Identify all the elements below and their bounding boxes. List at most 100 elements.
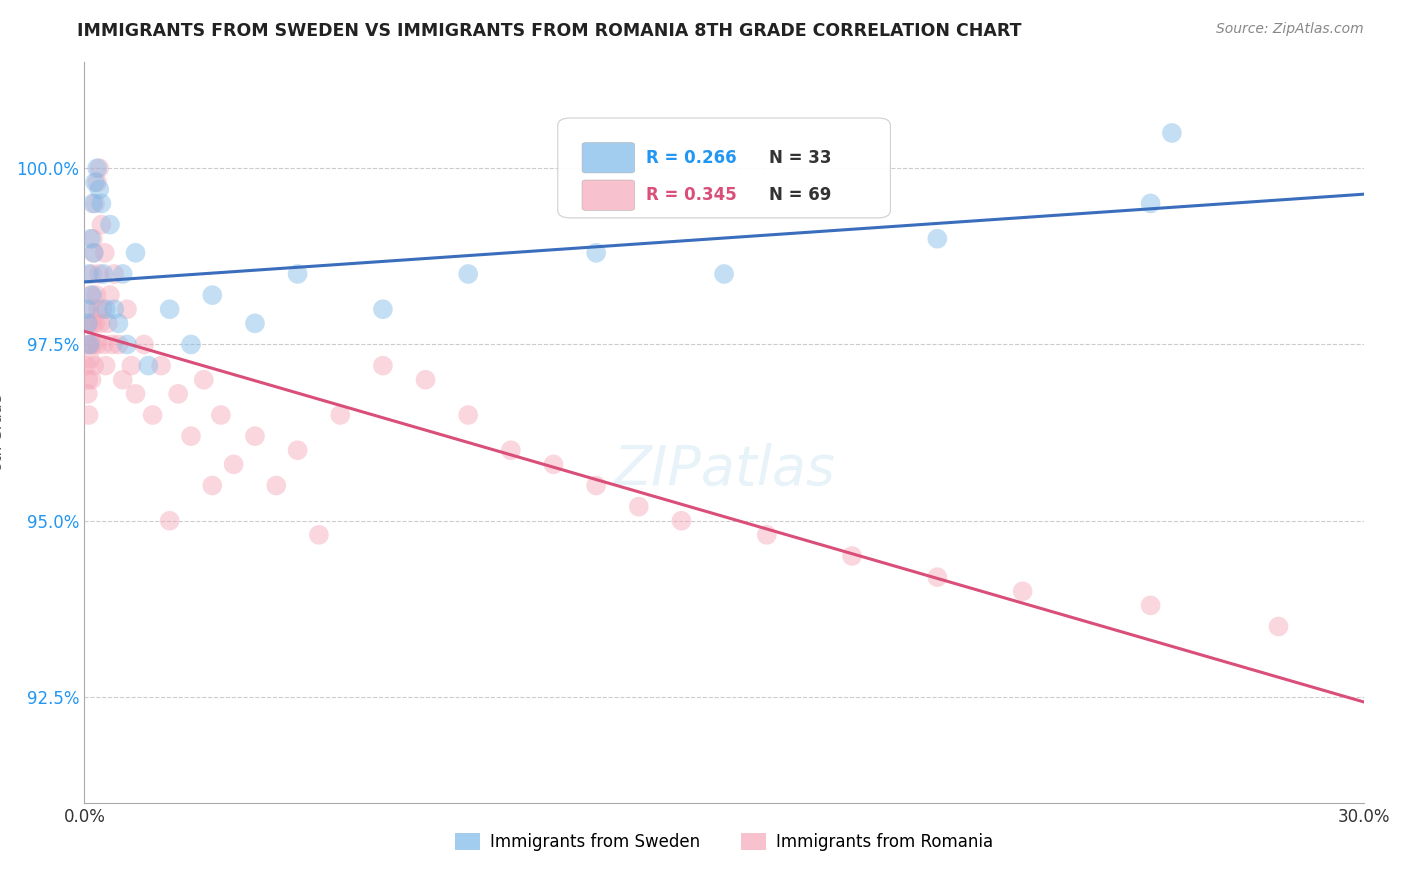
Point — [84, 196, 107, 211]
Point — [457, 267, 479, 281]
Point — [83, 245, 105, 260]
Point — [107, 316, 129, 330]
Point — [132, 337, 155, 351]
Text: Source: ZipAtlas.com: Source: ZipAtlas.com — [1216, 22, 1364, 37]
Point — [585, 478, 607, 492]
Point — [76, 359, 98, 373]
Point — [142, 408, 165, 422]
Point — [1011, 584, 1033, 599]
Point — [124, 387, 146, 401]
Point — [91, 302, 114, 317]
Point — [264, 478, 288, 492]
Point — [79, 302, 101, 317]
Text: R = 0.266: R = 0.266 — [645, 149, 737, 167]
Point — [150, 359, 173, 373]
Point — [1267, 619, 1289, 633]
Point — [76, 337, 98, 351]
FancyBboxPatch shape — [558, 118, 890, 218]
Point — [222, 458, 245, 472]
Point — [80, 267, 103, 281]
Point — [713, 267, 735, 281]
Point — [82, 337, 104, 351]
Point — [111, 267, 134, 281]
Point — [103, 267, 125, 281]
Point — [93, 267, 115, 281]
Point — [80, 288, 103, 302]
Point — [79, 351, 101, 366]
Point — [115, 337, 138, 351]
Point — [841, 549, 863, 563]
Point — [927, 232, 949, 246]
Point — [111, 373, 134, 387]
Point — [201, 478, 224, 492]
Point — [76, 316, 98, 330]
Point — [80, 316, 103, 330]
Point — [329, 408, 352, 422]
FancyBboxPatch shape — [582, 143, 634, 173]
Point — [94, 302, 117, 317]
Point — [86, 161, 108, 176]
Point — [89, 182, 111, 196]
Point — [80, 373, 103, 387]
Point — [86, 175, 108, 189]
Point — [77, 316, 100, 330]
Point — [927, 570, 949, 584]
Point — [180, 429, 202, 443]
Point — [159, 514, 181, 528]
Point — [499, 443, 522, 458]
Point — [201, 288, 224, 302]
Point — [90, 316, 112, 330]
Point — [671, 514, 693, 528]
Point — [287, 443, 309, 458]
Point — [124, 245, 146, 260]
Point — [76, 302, 98, 317]
Point — [77, 373, 100, 387]
Legend: Immigrants from Sweden, Immigrants from Romania: Immigrants from Sweden, Immigrants from … — [449, 826, 1000, 857]
Point — [83, 245, 105, 260]
Point — [167, 387, 190, 401]
Point — [83, 359, 105, 373]
Point — [543, 458, 565, 472]
Point — [79, 337, 101, 351]
Point — [243, 429, 266, 443]
Point — [115, 302, 138, 317]
Point — [90, 218, 112, 232]
Text: R = 0.345: R = 0.345 — [645, 186, 737, 204]
Text: N = 33: N = 33 — [769, 149, 831, 167]
Point — [84, 316, 107, 330]
Point — [93, 337, 115, 351]
Text: IMMIGRANTS FROM SWEDEN VS IMMIGRANTS FROM ROMANIA 8TH GRADE CORRELATION CHART: IMMIGRANTS FROM SWEDEN VS IMMIGRANTS FRO… — [77, 22, 1022, 40]
Point — [87, 302, 110, 317]
Point — [94, 359, 117, 373]
Point — [103, 302, 125, 317]
Point — [120, 359, 142, 373]
Point — [84, 288, 107, 302]
FancyBboxPatch shape — [582, 180, 634, 211]
Y-axis label: 8th Grade: 8th Grade — [0, 394, 6, 471]
Point — [77, 408, 100, 422]
Point — [755, 528, 778, 542]
Point — [80, 337, 103, 351]
Point — [90, 196, 112, 211]
Point — [86, 337, 108, 351]
Point — [308, 528, 330, 542]
Point — [94, 245, 117, 260]
Point — [77, 267, 100, 281]
Point — [82, 232, 104, 246]
Point — [76, 387, 98, 401]
Point — [159, 302, 181, 317]
Point — [627, 500, 650, 514]
Point — [243, 316, 266, 330]
Text: N = 69: N = 69 — [769, 186, 831, 204]
Point — [209, 408, 232, 422]
Point — [287, 267, 309, 281]
Point — [371, 359, 394, 373]
Point — [1161, 126, 1184, 140]
Point — [97, 316, 120, 330]
Point — [82, 196, 104, 211]
Point — [84, 175, 107, 189]
Point — [101, 337, 124, 351]
Point — [457, 408, 479, 422]
Point — [80, 288, 103, 302]
Point — [89, 161, 111, 176]
